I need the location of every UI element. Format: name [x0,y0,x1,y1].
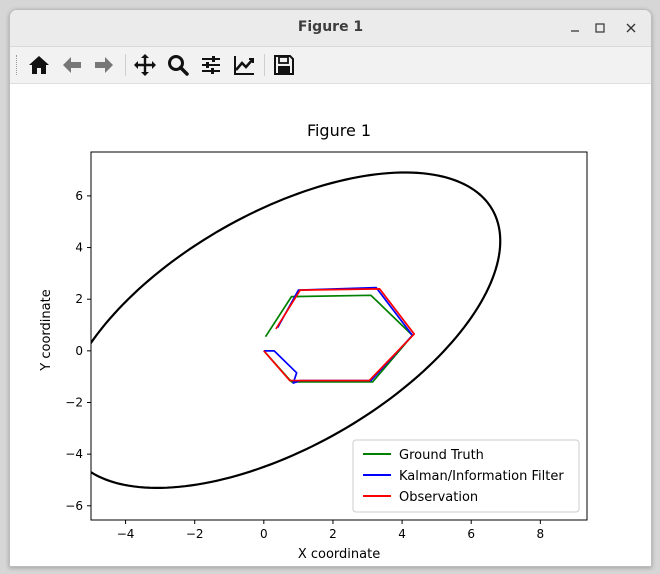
configure-subplots-button[interactable] [197,51,225,79]
legend-box [352,439,580,513]
x-axis-label: X coordinate [298,547,380,562]
legend-label: Ground Truth [399,448,484,463]
title-bar[interactable]: Figure 1 [10,10,651,47]
x-tick-label: 2 [329,527,337,541]
chart-title: Figure 1 [307,121,371,140]
legend-label: Kalman/Information Filter [399,469,564,484]
home-icon [29,56,49,74]
forward-button[interactable] [90,51,118,79]
plot-svg: Figure 1 X coordinate Y coordinate −4 −2 0… [39,121,588,562]
y-tick-label: −4 [65,447,83,461]
series-line-observation [263,288,416,382]
x-tick-label: 4 [398,527,406,541]
maximize-icon [595,23,605,33]
y-tick-label: 6 [75,189,83,203]
y-tick-label: 0 [75,344,83,358]
plot-area [91,171,502,489]
back-arrow-icon [63,57,81,73]
x-tick-label: 0 [260,527,268,541]
legend: Ground Truth Kalman/Information Filter Obs… [352,439,580,513]
home-button[interactable] [25,51,53,79]
maximize-button[interactable] [588,16,612,40]
edit-axis-icon [234,56,254,75]
zoom-button[interactable] [164,51,192,79]
close-button[interactable] [619,16,643,40]
y-tick-label: −2 [65,395,83,409]
figure-window: Figure 1 [9,9,652,567]
minimize-icon [571,30,579,32]
edit-axis-button[interactable] [230,51,258,79]
legend-label: Observation [399,490,478,505]
minimize-button[interactable] [563,16,587,40]
forward-arrow-icon [95,57,113,73]
navigation-toolbar [10,47,651,84]
x-tick-label: 6 [467,527,475,541]
configure-subplots-icon [202,56,220,74]
save-button[interactable] [270,51,298,79]
toolbar-separator [125,54,126,76]
pan-icon [134,54,156,76]
save-icon [274,55,294,75]
back-button[interactable] [58,51,86,79]
y-tick-label: −6 [65,499,83,513]
figure-canvas[interactable]: Figure 1 X coordinate Y coordinate −4 −2 0… [10,84,651,566]
x-tick-label: 8 [537,527,545,541]
covariance-ellipse [91,171,502,489]
zoom-icon [168,55,189,76]
x-tick-label: −4 [117,527,135,541]
toolbar-separator [264,54,265,76]
y-tick-label: 4 [75,241,83,255]
close-icon [626,23,636,33]
axes-frame [90,151,588,521]
x-tick-label: −2 [186,527,204,541]
pan-button[interactable] [131,51,159,79]
y-axis-label: Y coordinate [39,289,54,371]
y-tick-label: 2 [75,292,83,306]
window-title: Figure 1 [297,19,364,35]
toolbar-grip[interactable] [16,55,19,75]
series-line-ground-truth [263,294,414,383]
